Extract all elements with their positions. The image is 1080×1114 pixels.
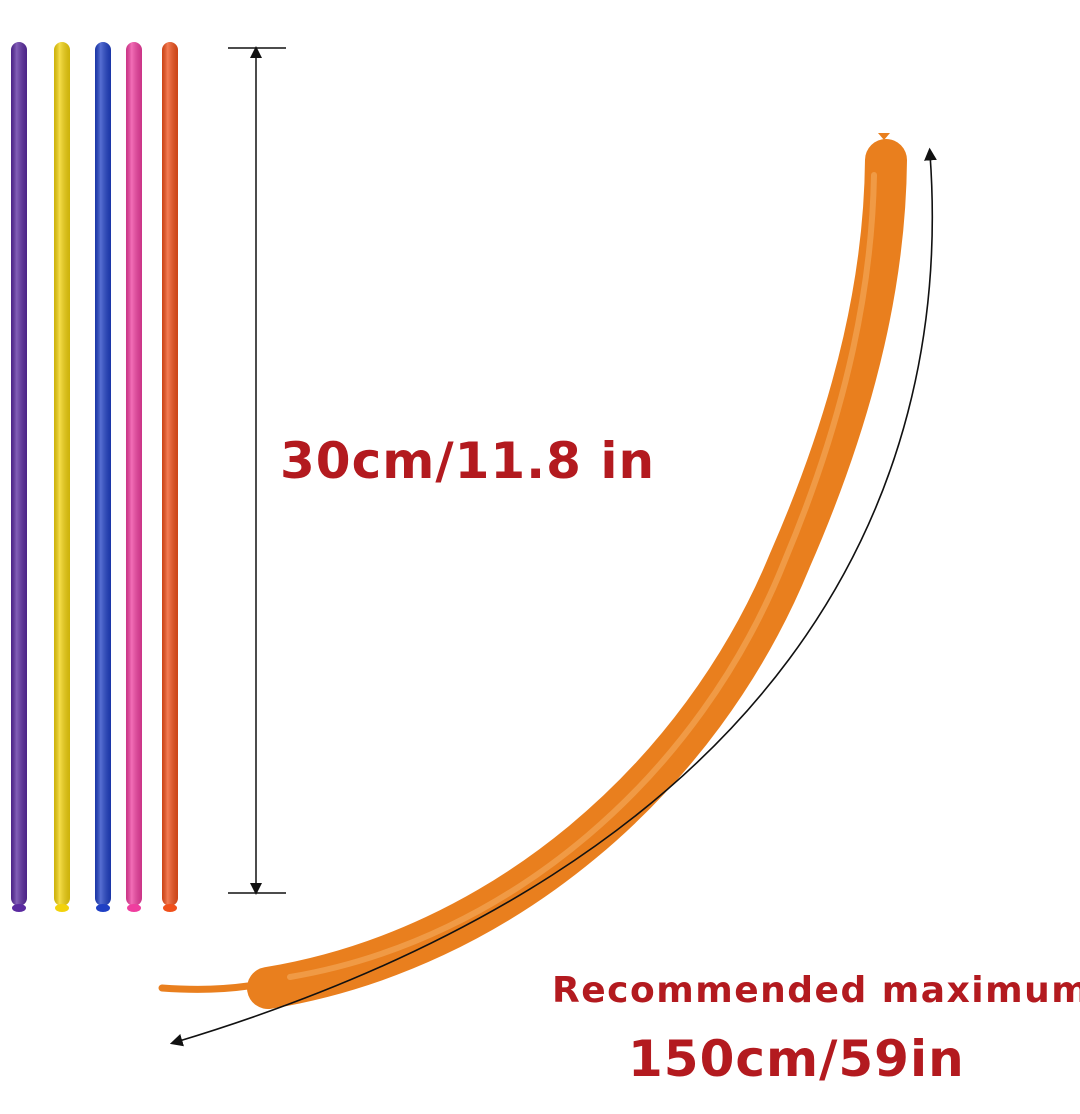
height-dimension-line	[228, 46, 286, 895]
balloon-body	[247, 139, 907, 1009]
max-length-label: 150cm/59in	[628, 1030, 965, 1088]
balloon-knot	[878, 133, 890, 140]
uninflated-length-label: 30cm/11.8 in	[280, 432, 656, 490]
balloon-purple	[11, 42, 27, 912]
balloon-tail	[158, 982, 252, 993]
balloon-yellow	[54, 42, 70, 912]
recommended-label: Recommended maximum	[552, 970, 1080, 1011]
balloon-blue	[95, 42, 111, 912]
length-curve-arrow	[169, 147, 937, 1047]
inflated-balloon	[158, 133, 907, 1009]
balloon-orange-red	[162, 42, 178, 912]
balloon-pink	[126, 42, 142, 912]
uninflated-balloons	[11, 42, 178, 912]
